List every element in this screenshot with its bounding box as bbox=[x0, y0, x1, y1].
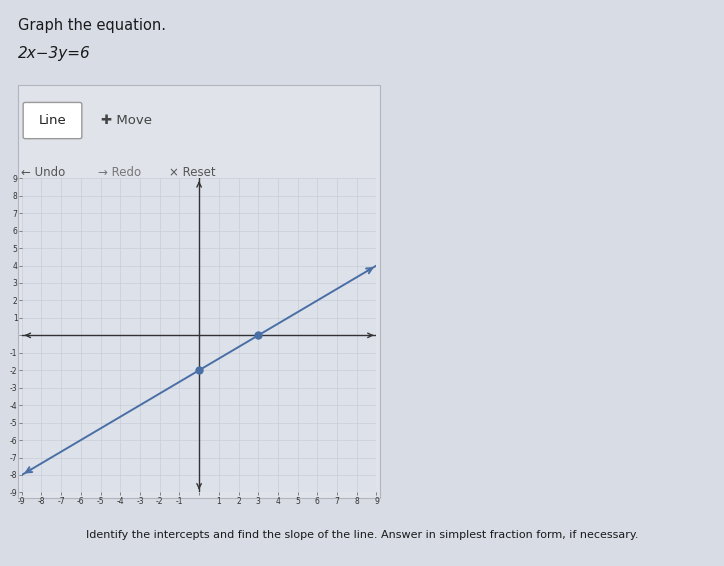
Text: × Reset: × Reset bbox=[169, 166, 215, 179]
Text: ← Undo: ← Undo bbox=[21, 166, 66, 179]
Text: ✚ Move: ✚ Move bbox=[101, 114, 152, 127]
Text: Graph the equation.: Graph the equation. bbox=[18, 18, 166, 33]
Text: 2x−3y=6: 2x−3y=6 bbox=[18, 46, 90, 61]
Text: Identify the intercepts and find the slope of the line. Answer in simplest fract: Identify the intercepts and find the slo… bbox=[85, 530, 639, 540]
Bar bbox=[18, 85, 380, 498]
Text: Line: Line bbox=[38, 114, 67, 127]
FancyBboxPatch shape bbox=[23, 102, 82, 139]
Text: → Redo: → Redo bbox=[98, 166, 141, 179]
